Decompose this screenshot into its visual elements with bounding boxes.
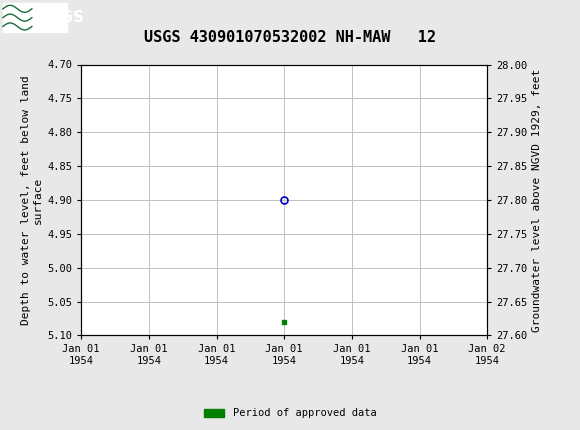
Y-axis label: Depth to water level, feet below land
surface: Depth to water level, feet below land su… — [21, 75, 43, 325]
Text: USGS 430901070532002 NH-MAW   12: USGS 430901070532002 NH-MAW 12 — [144, 30, 436, 45]
Y-axis label: Groundwater level above NGVD 1929, feet: Groundwater level above NGVD 1929, feet — [532, 68, 542, 332]
Text: USGS: USGS — [38, 10, 85, 25]
Legend: Period of approved data: Period of approved data — [200, 404, 380, 423]
FancyBboxPatch shape — [3, 3, 67, 32]
